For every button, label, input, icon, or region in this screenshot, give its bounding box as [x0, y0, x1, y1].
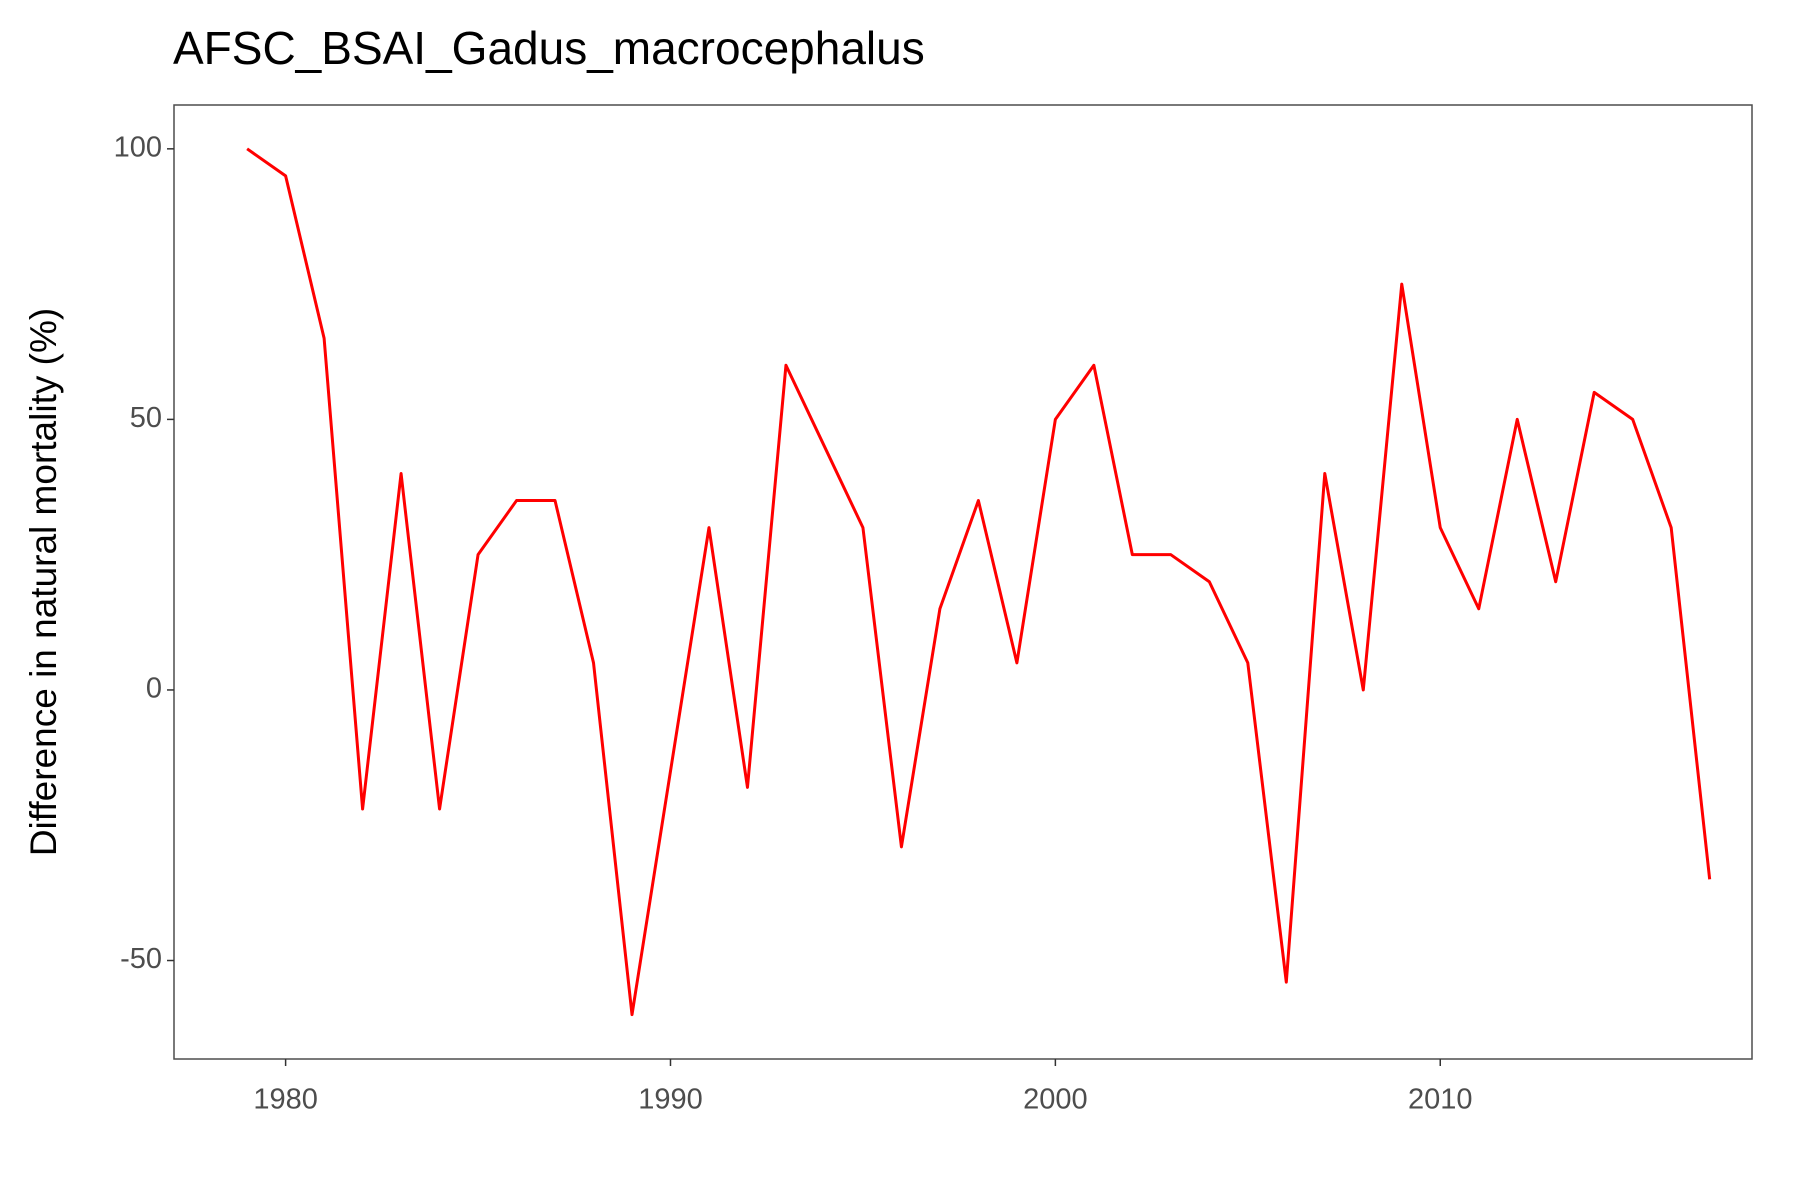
y-tick-label: 50 [130, 402, 162, 434]
y-tick-label: 0 [146, 673, 162, 705]
panel-border [173, 104, 1753, 1060]
chart-title: AFSC_BSAI_Gadus_macrocephalus [173, 22, 925, 74]
line-series [246, 147, 1712, 1017]
y-tick-label: 100 [114, 131, 162, 163]
x-tick-label: 2000 [1023, 1084, 1088, 1116]
x-tick-label: 1990 [638, 1084, 703, 1116]
x-tick-label: 1980 [253, 1084, 318, 1116]
y-tick-label: -50 [120, 943, 162, 975]
y-axis-label: Difference in natural mortality (%) [23, 308, 64, 856]
x-tick-label: 2010 [1408, 1084, 1473, 1116]
